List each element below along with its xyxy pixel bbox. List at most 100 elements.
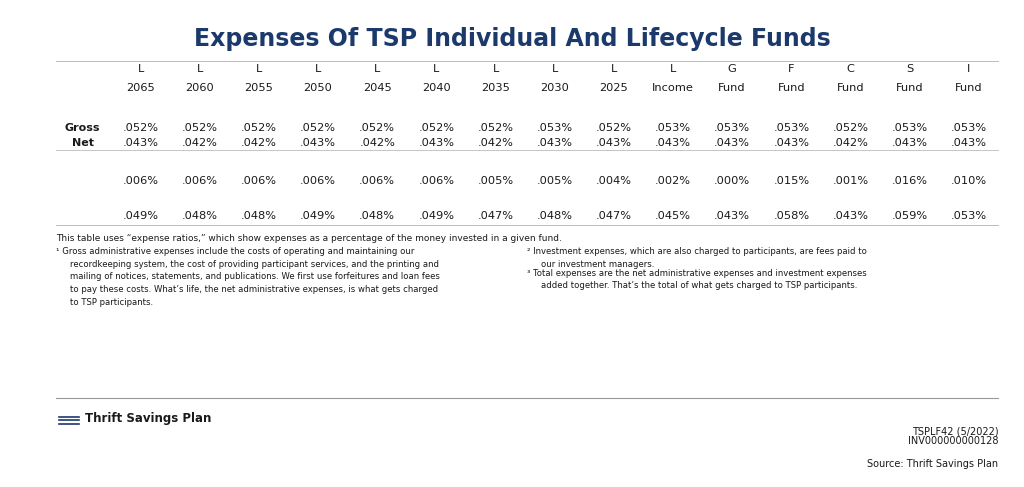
Text: 2030: 2030 — [541, 83, 569, 93]
Text: Total Expense Ratios³: Total Expense Ratios³ — [456, 191, 599, 204]
Text: This table uses “expense ratios,” which show expenses as a percentage of the mon: This table uses “expense ratios,” which … — [56, 234, 562, 243]
Text: our investment managers.: our investment managers. — [541, 260, 654, 268]
Text: .042%: .042% — [359, 138, 395, 148]
Text: INV000000000128: INV000000000128 — [908, 436, 998, 446]
Text: .015%: .015% — [773, 176, 809, 186]
Text: .000%: .000% — [714, 176, 751, 186]
Text: L: L — [256, 64, 262, 74]
Text: .043%: .043% — [714, 211, 751, 221]
Text: .004%: .004% — [596, 176, 632, 186]
Text: .048%: .048% — [537, 211, 572, 221]
Text: .006%: .006% — [300, 176, 336, 186]
Text: added together. That’s the total of what gets charged to TSP participants.: added together. That’s the total of what… — [541, 281, 857, 290]
Text: .048%: .048% — [241, 211, 276, 221]
Text: .042%: .042% — [182, 138, 218, 148]
Text: .048%: .048% — [181, 211, 218, 221]
Text: .043%: .043% — [123, 138, 159, 148]
Text: .045%: .045% — [655, 211, 691, 221]
Text: ² Investment expenses, which are also charged to participants, are fees paid to: ² Investment expenses, which are also ch… — [527, 247, 867, 256]
Text: .052%: .052% — [300, 123, 336, 132]
Text: .002%: .002% — [655, 176, 691, 186]
Text: L: L — [670, 64, 676, 74]
Text: Fund: Fund — [896, 83, 924, 93]
Text: 2021 Investment Expense Ratios²: 2021 Investment Expense Ratios² — [416, 157, 639, 169]
Text: 2055: 2055 — [245, 83, 273, 93]
Text: Fund: Fund — [955, 83, 983, 93]
Text: .053%: .053% — [773, 123, 809, 132]
Text: Net: Net — [72, 138, 93, 148]
Text: .006%: .006% — [359, 176, 395, 186]
Text: .005%: .005% — [537, 176, 572, 186]
Text: L: L — [137, 64, 143, 74]
Text: 2060: 2060 — [185, 83, 214, 93]
Text: to TSP participants.: to TSP participants. — [70, 298, 153, 306]
Text: L: L — [197, 64, 203, 74]
Text: ¹ Gross administrative expenses include the costs of operating and maintaining o: ¹ Gross administrative expenses include … — [56, 247, 415, 256]
Text: recordkeeping system, the cost of providing participant services, and the printi: recordkeeping system, the cost of provid… — [70, 260, 438, 268]
Text: ³ Total expenses are the net administrative expenses and investment expenses: ³ Total expenses are the net administrat… — [527, 269, 867, 278]
Text: .016%: .016% — [892, 176, 928, 186]
Text: .058%: .058% — [773, 211, 809, 221]
Text: .043%: .043% — [714, 138, 751, 148]
Text: Fund: Fund — [719, 83, 745, 93]
Text: S: S — [906, 64, 913, 74]
Text: L: L — [433, 64, 439, 74]
Text: Income: Income — [652, 83, 694, 93]
Text: .052%: .052% — [596, 123, 632, 132]
Text: .059%: .059% — [892, 211, 928, 221]
Text: .052%: .052% — [241, 123, 276, 132]
Text: .053%: .053% — [537, 123, 572, 132]
Text: F: F — [788, 64, 795, 74]
Text: .053%: .053% — [892, 123, 928, 132]
Text: .053%: .053% — [714, 123, 751, 132]
Text: Thrift Savings Plan: Thrift Savings Plan — [85, 412, 211, 425]
Text: .043%: .043% — [655, 138, 691, 148]
Text: .042%: .042% — [477, 138, 513, 148]
Text: L: L — [493, 64, 499, 74]
Text: .047%: .047% — [596, 211, 632, 221]
Text: .043%: .043% — [773, 138, 809, 148]
Text: 2050: 2050 — [303, 83, 333, 93]
Text: .052%: .052% — [419, 123, 455, 132]
Text: .043%: .043% — [833, 211, 868, 221]
Text: mailing of notices, statements, and publications. We first use forfeitures and l: mailing of notices, statements, and publ… — [70, 272, 439, 281]
Text: C: C — [847, 64, 854, 74]
Text: .052%: .052% — [833, 123, 868, 132]
Text: .006%: .006% — [241, 176, 276, 186]
Text: L: L — [552, 64, 558, 74]
Text: 2040: 2040 — [422, 83, 451, 93]
Text: L: L — [610, 64, 617, 74]
Text: .048%: .048% — [359, 211, 395, 221]
Text: .006%: .006% — [419, 176, 455, 186]
Text: .043%: .043% — [537, 138, 572, 148]
Text: .049%: .049% — [123, 211, 159, 221]
Text: 2045: 2045 — [362, 83, 391, 93]
Text: .049%: .049% — [300, 211, 336, 221]
Text: .049%: .049% — [419, 211, 455, 221]
Text: Source: Thrift Savings Plan: Source: Thrift Savings Plan — [867, 459, 998, 468]
Text: 2025: 2025 — [599, 83, 628, 93]
Text: .043%: .043% — [419, 138, 455, 148]
Text: .005%: .005% — [477, 176, 514, 186]
Text: .052%: .052% — [477, 123, 513, 132]
Text: 2021 Administrative Expense Ratios¹: 2021 Administrative Expense Ratios¹ — [404, 102, 650, 115]
Text: 2035: 2035 — [481, 83, 510, 93]
Text: .043%: .043% — [951, 138, 987, 148]
Text: .052%: .052% — [359, 123, 395, 132]
Text: .047%: .047% — [477, 211, 513, 221]
Text: .042%: .042% — [833, 138, 868, 148]
Text: Gross: Gross — [65, 123, 100, 132]
Text: .010%: .010% — [950, 176, 987, 186]
Text: .052%: .052% — [181, 123, 218, 132]
Text: .043%: .043% — [892, 138, 928, 148]
Text: Expenses Of TSP Individual And Lifecycle Funds: Expenses Of TSP Individual And Lifecycle… — [194, 27, 830, 51]
Text: L: L — [374, 64, 380, 74]
Text: Fund: Fund — [777, 83, 805, 93]
Text: .001%: .001% — [833, 176, 868, 186]
Text: .043%: .043% — [300, 138, 336, 148]
Text: .052%: .052% — [123, 123, 159, 132]
Text: Fund: Fund — [837, 83, 864, 93]
Text: .053%: .053% — [950, 211, 987, 221]
Text: to pay these costs. What’s life, the net administrative expenses, is what gets c: to pay these costs. What’s life, the net… — [70, 285, 437, 294]
Text: L: L — [315, 64, 322, 74]
